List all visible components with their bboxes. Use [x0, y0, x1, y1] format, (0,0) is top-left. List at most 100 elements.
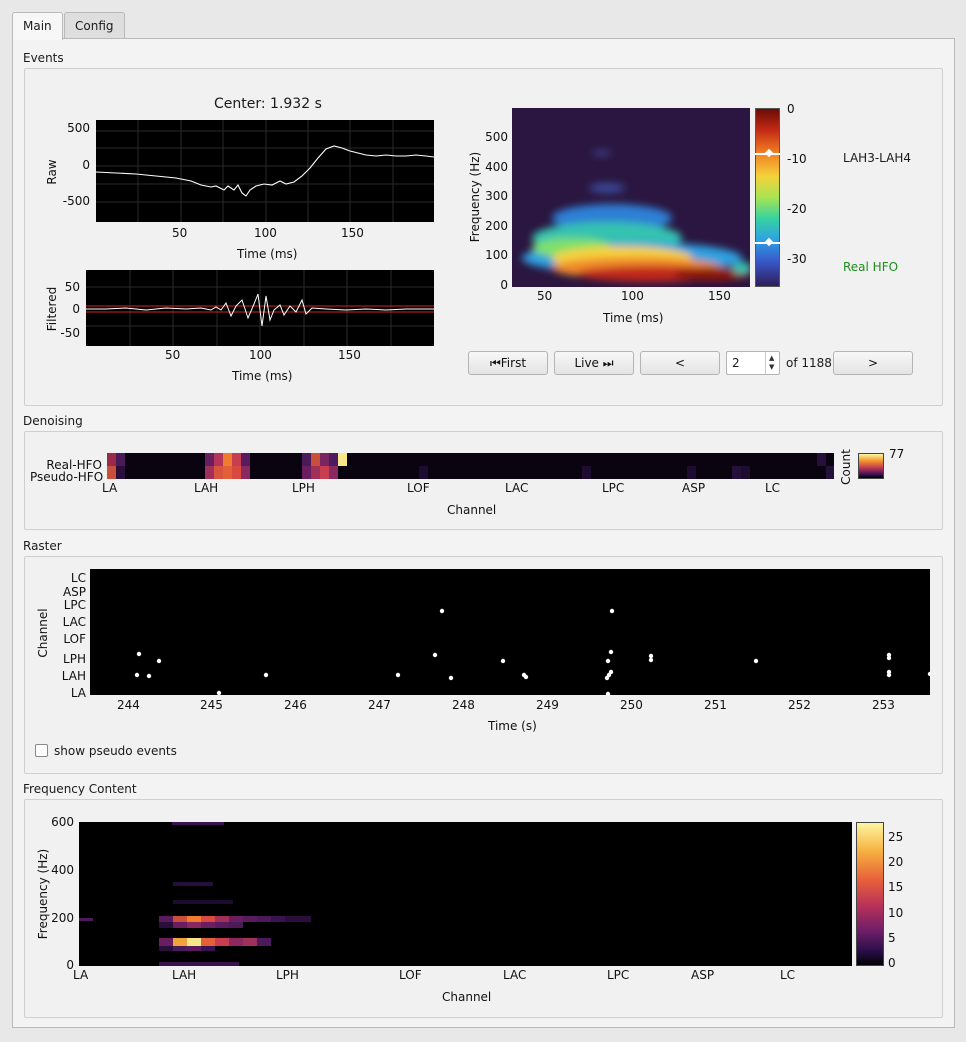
spectrogram-ytick: 100	[485, 248, 508, 262]
prev-button[interactable]: <	[640, 351, 720, 375]
raster-xlabel: Time (s)	[488, 719, 537, 733]
frequency-colorbar-tick: 15	[888, 880, 904, 894]
filtered-xtick: 50	[165, 348, 181, 362]
raw-ytick: 0	[82, 158, 90, 172]
denoising-channel-tick: LAH	[194, 481, 219, 495]
raw-xtick: 150	[341, 226, 364, 240]
raster-ytick: LPC	[63, 598, 86, 612]
raster-xtick: 250	[620, 698, 643, 712]
raster-ytick: LAH	[61, 669, 86, 683]
channel-name-label: LAH3-LAH4	[843, 151, 911, 165]
event-index-value: 2	[732, 356, 740, 370]
filtered-trace-plot[interactable]	[86, 270, 434, 346]
raw-xtick: 50	[172, 226, 188, 240]
raster-xtick: 246	[284, 698, 307, 712]
raw-ytick: 500	[67, 121, 90, 135]
next-button[interactable]: >	[833, 351, 913, 375]
raster-xtick: 247	[368, 698, 391, 712]
first-button[interactable]: ⏮First	[468, 351, 548, 375]
denoising-channel-tick: LOF	[407, 481, 430, 495]
show-pseudo-label[interactable]: show pseudo events	[54, 744, 177, 758]
filtered-ytick: -50	[60, 326, 80, 340]
frequency-xlabel: Channel	[442, 990, 492, 1004]
raster-xtick: 245	[200, 698, 223, 712]
frequency-channel-tick: LPC	[607, 968, 630, 982]
spectrogram-xlabel: Time (ms)	[603, 311, 664, 325]
frequency-colorbar-tick: 5	[888, 931, 896, 945]
frequency-channel-tick: LAC	[503, 968, 527, 982]
denoising-channel-tick: LPH	[292, 481, 315, 495]
raster-ytick: LOF	[63, 632, 86, 646]
spin-up-icon[interactable]: ▲	[769, 354, 775, 362]
denoising-row-label: Pseudo-HFO	[30, 470, 104, 484]
raster-ytick: LPH	[63, 652, 86, 666]
raster-group-title: Raster	[23, 539, 62, 553]
spectrogram-xtick: 100	[621, 289, 644, 303]
filtered-xtick: 150	[338, 348, 361, 362]
tab-config[interactable]: Config	[64, 12, 125, 39]
frequency-ytick: 400	[51, 863, 74, 877]
frequency-colorbar-tick: 0	[888, 956, 896, 970]
frequency-channel-tick: LPH	[276, 968, 299, 982]
frequency-colorbar-tick: 10	[888, 906, 904, 920]
colorbar-tick: -20	[787, 202, 807, 216]
event-total-label: of 1188	[786, 356, 832, 370]
raster-xtick: 253	[872, 698, 895, 712]
denoising-row-label: Real-HFO	[46, 458, 102, 472]
denoising-group	[24, 431, 943, 530]
raster-ytick: LA	[70, 686, 86, 700]
spectrogram-xtick: 50	[537, 289, 553, 303]
denoising-colorbar	[858, 453, 884, 479]
frequency-ytick: 0	[66, 958, 74, 972]
colorbar-tick: 0	[787, 102, 795, 116]
raster-ytick: LC	[70, 571, 86, 585]
denoising-xlabel: Channel	[447, 503, 497, 517]
denoising-heatmap[interactable]	[107, 453, 834, 479]
raster-xtick: 249	[536, 698, 559, 712]
tab-main[interactable]: Main	[12, 12, 63, 40]
frequency-channel-tick: LAH	[172, 968, 197, 982]
denoising-group-title: Denoising	[23, 414, 83, 428]
raster-plot[interactable]	[90, 569, 930, 695]
raster-xtick: 248	[452, 698, 475, 712]
frequency-content-heatmap[interactable]	[79, 822, 852, 966]
filtered-xtick: 100	[249, 348, 272, 362]
spectrogram-colorbar	[755, 108, 780, 287]
frequency-ylabel: Frequency (Hz)	[36, 848, 50, 940]
spectrogram-ytick: 200	[485, 219, 508, 233]
spectrogram-xtick: 150	[708, 289, 731, 303]
raster-events	[134, 608, 930, 695]
denoising-channel-tick: LPC	[602, 481, 625, 495]
frequency-colorbar	[856, 822, 884, 966]
raw-trace-plot[interactable]	[96, 120, 434, 222]
raster-ytick: ASP	[62, 585, 86, 599]
frequency-channel-tick: LOF	[399, 968, 422, 982]
events-group-title: Events	[23, 51, 64, 65]
denoising-channel-tick: LAC	[505, 481, 529, 495]
event-index-spinbox[interactable]: 2 ▲ ▼	[726, 351, 780, 375]
filtered-ytick: 0	[72, 302, 80, 316]
show-pseudo-checkbox[interactable]	[35, 744, 48, 757]
frequency-ytick: 200	[51, 911, 74, 925]
spectrogram-ytick: 0	[500, 278, 508, 292]
denoising-channel-tick: LA	[102, 481, 118, 495]
filtered-xlabel: Time (ms)	[232, 369, 293, 383]
event-center-label: Center: 1.932 s	[214, 96, 322, 112]
raw-xlabel: Time (ms)	[237, 247, 298, 261]
spectrogram-plot[interactable]	[512, 108, 750, 287]
denoising-colorbar-label: Count	[839, 449, 853, 485]
spinbox-arrows[interactable]: ▲ ▼	[765, 352, 779, 374]
raster-xtick: 251	[704, 698, 727, 712]
raster-xtick: 244	[117, 698, 140, 712]
spin-down-icon[interactable]: ▼	[769, 363, 775, 371]
raw-ylabel: Raw	[45, 159, 59, 185]
denoising-channel-tick: ASP	[682, 481, 706, 495]
live-button[interactable]: Live ⏭	[554, 351, 634, 375]
frequency-colorbar-tick: 20	[888, 855, 904, 869]
frequency-ytick: 600	[51, 815, 74, 829]
raster-xtick: 252	[788, 698, 811, 712]
colorbar-tick: -30	[787, 252, 807, 266]
frequency-channel-tick: LC	[780, 968, 796, 982]
raw-xtick: 100	[254, 226, 277, 240]
frequency-cells	[79, 822, 311, 966]
